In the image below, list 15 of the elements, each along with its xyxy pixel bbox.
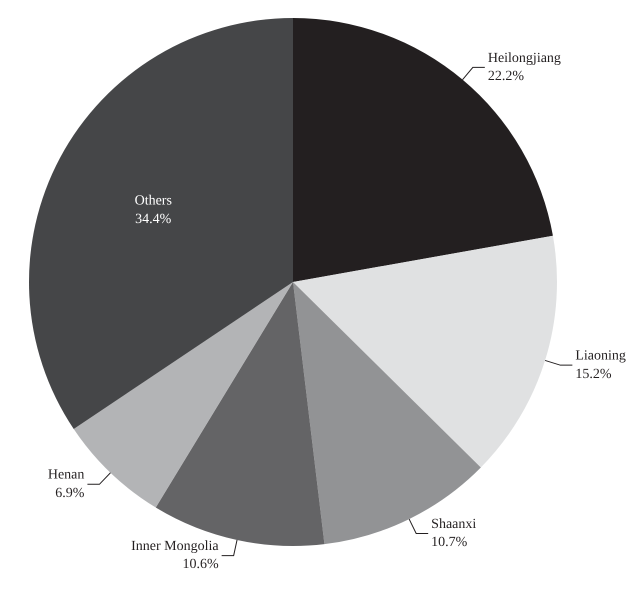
- slice-label: Heilongjiang: [488, 50, 561, 66]
- slice-label: Others: [134, 194, 172, 209]
- slice-label: Inner Mongolia: [131, 539, 220, 554]
- data-label: 34.4%: [135, 212, 172, 227]
- data-label: 22.2%: [488, 68, 524, 84]
- data-label: 10.7%: [431, 535, 468, 550]
- data-label: 6.9%: [55, 486, 85, 501]
- data-label: 10.6%: [182, 557, 219, 572]
- slice-label: Liaoning: [575, 348, 626, 364]
- slice-label: Shaanxi: [431, 516, 476, 532]
- data-label: 15.2%: [575, 366, 612, 382]
- pie-slice: [293, 236, 557, 468]
- pie-slice: [293, 282, 481, 544]
- slice-label: Henan: [48, 468, 84, 483]
- pie-slice: [29, 18, 293, 430]
